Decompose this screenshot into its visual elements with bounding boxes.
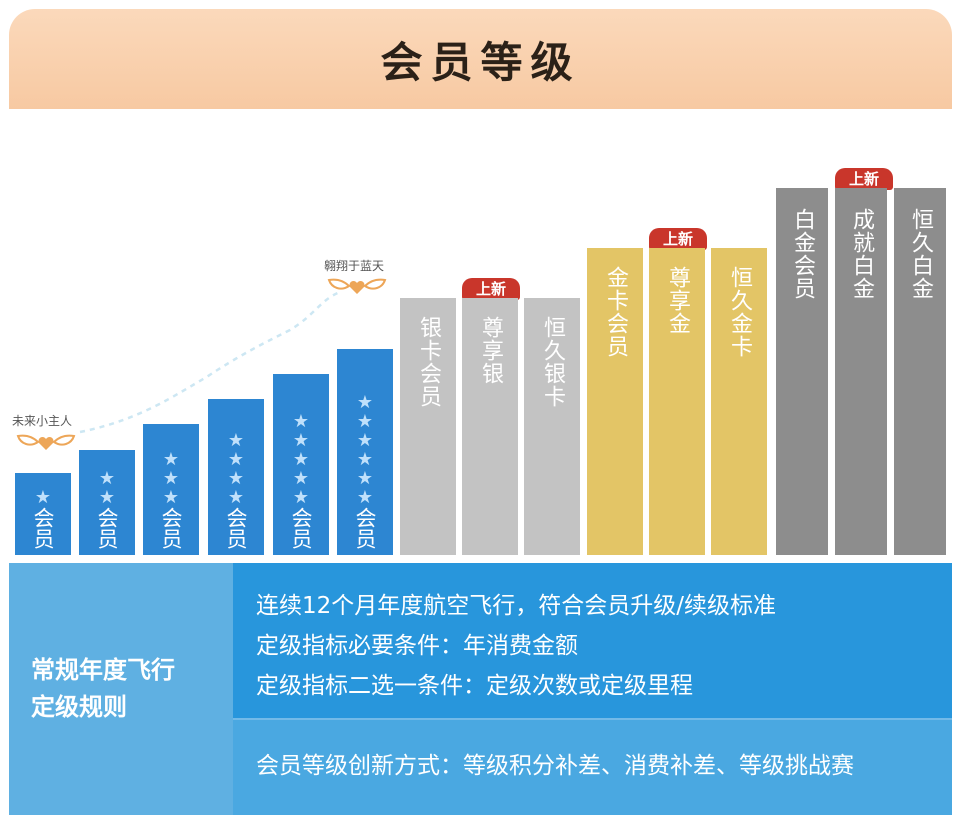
star-icon: ★ bbox=[356, 449, 374, 470]
rules-title: 常规年度飞行 定级规则 bbox=[31, 652, 211, 726]
tier-bar-member-1: ★ 会员 bbox=[15, 473, 71, 555]
star-icon: ★ bbox=[356, 487, 374, 508]
tier-bar-gold-card: 金卡会员 bbox=[587, 248, 643, 555]
rule-line-2: 定级指标必要条件：年消费金额 bbox=[256, 633, 578, 659]
new-badge: 上新 bbox=[462, 278, 520, 300]
star-icon: ★ bbox=[34, 487, 52, 508]
tier-bar-member-4: ★ ★ ★ ★ 会员 bbox=[208, 399, 264, 555]
page-header: 会员等级 bbox=[9, 9, 952, 109]
tier-bar-silver-card: 银卡会员 bbox=[400, 298, 456, 555]
tier-stars: ★ ★ ★ bbox=[163, 450, 179, 507]
tier-bar-member-3: ★ ★ ★ 会员 bbox=[143, 424, 199, 555]
tier-bar-lifetime-platinum: 恒久白金 bbox=[894, 188, 946, 555]
tier-label: 会员 bbox=[95, 507, 119, 549]
new-badge: 上新 bbox=[835, 168, 893, 190]
growth-path-dashed-line bbox=[79, 290, 341, 434]
tier-bar-lifetime-gold: 恒久金卡 bbox=[711, 248, 767, 555]
rule-line-3: 定级指标二选一条件：定级次数或定级里程 bbox=[256, 673, 693, 699]
tier-stars: ★ bbox=[35, 488, 51, 507]
tier-bar-member-5: ★ ★ ★ ★ ★ 会员 bbox=[273, 374, 329, 555]
tier-stars: ★ ★ ★ ★ ★ bbox=[293, 412, 309, 507]
tier-label: 会员 bbox=[289, 507, 313, 549]
tier-stars: ★ ★ bbox=[99, 469, 115, 507]
star-icon: ★ bbox=[292, 430, 310, 451]
new-badge: 上新 bbox=[649, 228, 707, 250]
tier-label: 恒久金卡 bbox=[727, 266, 752, 358]
star-icon: ★ bbox=[227, 449, 245, 470]
star-icon: ★ bbox=[292, 468, 310, 489]
tier-label: 金卡会员 bbox=[603, 266, 628, 358]
rules-title-line1: 常规年度飞行 bbox=[31, 656, 175, 684]
tier-bar-platinum: 白金会员 bbox=[776, 188, 828, 555]
star-icon: ★ bbox=[356, 392, 374, 413]
tier-label: 白金会员 bbox=[790, 208, 815, 300]
tier-label: 恒久白金 bbox=[908, 208, 933, 300]
tier-bar-premium-gold: 尊享金 bbox=[649, 248, 705, 555]
star-icon: ★ bbox=[356, 411, 374, 432]
tier-stars: ★ ★ ★ ★ ★ ★ bbox=[357, 393, 373, 507]
tier-label: 会员 bbox=[224, 507, 248, 549]
star-icon: ★ bbox=[98, 468, 116, 489]
star-icon: ★ bbox=[227, 487, 245, 508]
tier-bar-member-6: ★ ★ ★ ★ ★ ★ 会员 bbox=[337, 349, 393, 555]
rules-title-line2: 定级规则 bbox=[31, 693, 127, 721]
rules-innovation-panel: 会员等级创新方式：等级积分补差、消费补差、等级挑战赛 bbox=[233, 720, 952, 815]
star-icon: ★ bbox=[162, 487, 180, 508]
tier-label: 银卡会员 bbox=[416, 316, 441, 408]
tier-bar-achievement-platinum: 成就白金 bbox=[835, 188, 887, 555]
rule-line-4: 会员等级创新方式：等级积分补差、消费补差、等级挑战赛 bbox=[256, 753, 854, 779]
tier-bar-member-2: ★ ★ 会员 bbox=[79, 450, 135, 555]
tier-label: 成就白金 bbox=[849, 208, 874, 300]
tier-bar-lifetime-silver: 恒久银卡 bbox=[524, 298, 580, 555]
star-icon: ★ bbox=[98, 487, 116, 508]
rules-conditions-panel: 连续12个月年度航空飞行，符合会员升级/续级标准 定级指标必要条件：年消费金额 … bbox=[233, 563, 952, 720]
rule-line-1: 连续12个月年度航空飞行，符合会员升级/续级标准 bbox=[256, 593, 777, 619]
start-label: 未来小主人 bbox=[12, 414, 73, 428]
star-icon: ★ bbox=[356, 430, 374, 451]
tier-stars: ★ ★ ★ ★ bbox=[228, 431, 244, 507]
heart-wings-icon bbox=[327, 278, 387, 294]
page-title: 会员等级 bbox=[380, 37, 581, 87]
star-icon: ★ bbox=[356, 468, 374, 489]
tier-label: 尊享金 bbox=[665, 266, 690, 335]
star-icon: ★ bbox=[292, 449, 310, 470]
tier-label: 会员 bbox=[353, 507, 377, 549]
sky-label: 翱翔于蓝天 bbox=[324, 259, 385, 273]
tier-bar-premium-silver: 尊享银 bbox=[462, 298, 518, 555]
heart-wings-icon bbox=[16, 434, 76, 450]
star-icon: ★ bbox=[292, 411, 310, 432]
star-icon: ★ bbox=[162, 468, 180, 489]
star-icon: ★ bbox=[227, 468, 245, 489]
tier-label: 会员 bbox=[159, 507, 183, 549]
star-icon: ★ bbox=[162, 449, 180, 470]
star-icon: ★ bbox=[292, 487, 310, 508]
tier-label: 尊享银 bbox=[478, 316, 503, 385]
rules-title-panel: 常规年度飞行 定级规则 bbox=[9, 563, 233, 815]
star-icon: ★ bbox=[227, 430, 245, 451]
tier-label: 会员 bbox=[31, 507, 55, 549]
tier-label: 恒久银卡 bbox=[540, 316, 565, 408]
